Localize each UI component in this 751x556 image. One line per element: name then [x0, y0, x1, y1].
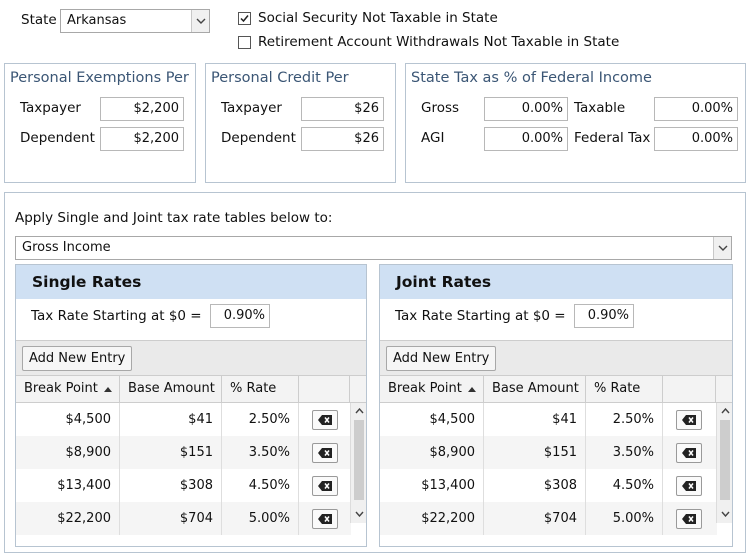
retirement-label: Retirement Account Withdrawals Not Taxab…	[258, 34, 620, 50]
scroll-down-arrow-icon[interactable]	[720, 508, 731, 519]
credit-taxpayer-field[interactable]: $26	[301, 97, 384, 121]
single-rates-title: Single Rates	[16, 265, 366, 299]
apply-income-value: Gross Income	[22, 240, 111, 255]
taxable-label: Taxable	[574, 100, 626, 116]
single-grid-rows: $4,500 $41 2.50% $8,900 $151 3.50% $13,4…	[16, 403, 351, 546]
table-row: $22,200 $704 5.00%	[380, 502, 717, 535]
exemption-dependent-field[interactable]: $2,200	[100, 127, 184, 151]
backspace-delete-icon[interactable]	[676, 509, 702, 529]
social-security-label: Social Security Not Taxable in State	[258, 10, 498, 26]
group-title: Personal Exemptions Per	[10, 70, 189, 86]
taxpayer-label: Taxpayer	[20, 100, 81, 116]
single-add-entry-button[interactable]: Add New Entry	[22, 346, 133, 371]
taxpayer-label: Taxpayer	[221, 100, 282, 116]
joint-add-entry-button[interactable]: Add New Entry	[386, 346, 497, 371]
dependent-label: Dependent	[221, 130, 296, 146]
table-row: $22,200 $704 5.00%	[16, 502, 351, 535]
scroll-thumb[interactable]	[720, 420, 730, 500]
chevron-down-icon[interactable]	[713, 237, 731, 259]
checkmark-icon	[240, 15, 249, 23]
single-vertical-scrollbar[interactable]	[350, 403, 366, 523]
gross-percent-field[interactable]: 0.00%	[484, 97, 568, 121]
column-header-rate[interactable]: % Rate	[586, 376, 663, 402]
agi-percent-field[interactable]: 0.00%	[484, 127, 568, 151]
table-row: $8,900 $151 3.50%	[16, 436, 351, 469]
scroll-up-arrow-icon[interactable]	[720, 405, 731, 416]
backspace-delete-icon[interactable]	[676, 410, 702, 430]
state-dropdown[interactable]: Arkansas	[60, 9, 210, 33]
sort-ascending-icon	[468, 387, 477, 392]
single-start-rate-label: Tax Rate Starting at $0 =	[31, 308, 202, 324]
retirement-checkbox[interactable]	[238, 36, 251, 49]
column-header-base-amount[interactable]: Base Amount	[120, 376, 222, 402]
joint-start-rate-field[interactable]: 0.90%	[574, 304, 634, 328]
single-toolbar: Add New Entry	[16, 340, 366, 376]
group-title: Personal Credit Per	[211, 70, 349, 86]
joint-grid-rows: $4,500 $41 2.50% $8,900 $151 3.50% $13,4…	[380, 403, 717, 546]
backspace-delete-icon[interactable]	[676, 443, 702, 463]
personal-credit-group: Personal Credit Per Taxpayer $26 Depende…	[205, 63, 396, 183]
single-start-rate-field[interactable]: 0.90%	[210, 304, 270, 328]
column-header-break-point[interactable]: Break Point	[16, 376, 120, 402]
single-rates-panel: Single Rates Tax Rate Starting at $0 = 0…	[15, 264, 367, 547]
table-row: $4,500 $41 2.50%	[16, 403, 351, 436]
apply-label: Apply Single and Joint tax rate tables b…	[15, 210, 333, 226]
scroll-up-arrow-icon[interactable]	[354, 405, 365, 416]
personal-exemptions-group: Personal Exemptions Per Taxpayer $2,200 …	[4, 63, 196, 183]
apply-income-dropdown[interactable]: Gross Income	[15, 236, 732, 260]
joint-start-rate-label: Tax Rate Starting at $0 =	[395, 308, 566, 324]
state-tax-percent-group: State Tax as % of Federal Income Gross 0…	[405, 63, 746, 183]
agi-label: AGI	[421, 130, 445, 146]
table-row: $8,900 $151 3.50%	[380, 436, 717, 469]
column-header-actions	[299, 376, 350, 402]
column-header-break-point[interactable]: Break Point	[380, 376, 484, 402]
backspace-delete-icon[interactable]	[312, 410, 338, 430]
state-dropdown-value: Arkansas	[67, 13, 127, 28]
scroll-down-arrow-icon[interactable]	[354, 508, 365, 519]
table-row: $4,500 $41 2.50%	[380, 403, 717, 436]
sort-ascending-icon	[104, 387, 113, 392]
gross-label: Gross	[421, 100, 460, 116]
table-row: $13,400 $308 4.50%	[380, 469, 717, 502]
credit-dependent-field[interactable]: $26	[301, 127, 384, 151]
backspace-delete-icon[interactable]	[312, 476, 338, 496]
taxable-percent-field[interactable]: 0.00%	[654, 97, 738, 121]
joint-rates-title: Joint Rates	[380, 265, 732, 299]
joint-toolbar: Add New Entry	[380, 340, 732, 376]
column-header-actions	[663, 376, 716, 402]
group-title: State Tax as % of Federal Income	[411, 70, 652, 86]
joint-vertical-scrollbar[interactable]	[716, 403, 732, 523]
exemption-taxpayer-field[interactable]: $2,200	[100, 97, 184, 121]
column-header-rate[interactable]: % Rate	[222, 376, 299, 402]
joint-grid-header: Break Point Base Amount % Rate	[380, 375, 732, 403]
federal-tax-label: Federal Tax	[574, 130, 651, 146]
federal-tax-percent-field[interactable]: 0.00%	[654, 127, 738, 151]
scroll-thumb[interactable]	[354, 420, 364, 500]
single-grid-header: Break Point Base Amount % Rate	[16, 375, 366, 403]
social-security-checkbox[interactable]	[238, 12, 251, 25]
chevron-down-icon[interactable]	[191, 10, 209, 32]
backspace-delete-icon[interactable]	[312, 509, 338, 529]
backspace-delete-icon[interactable]	[312, 443, 338, 463]
joint-rates-panel: Joint Rates Tax Rate Starting at $0 = 0.…	[379, 264, 733, 547]
dependent-label: Dependent	[20, 130, 95, 146]
table-row: $13,400 $308 4.50%	[16, 469, 351, 502]
state-label: State	[21, 12, 57, 28]
column-header-base-amount[interactable]: Base Amount	[484, 376, 586, 402]
backspace-delete-icon[interactable]	[676, 476, 702, 496]
